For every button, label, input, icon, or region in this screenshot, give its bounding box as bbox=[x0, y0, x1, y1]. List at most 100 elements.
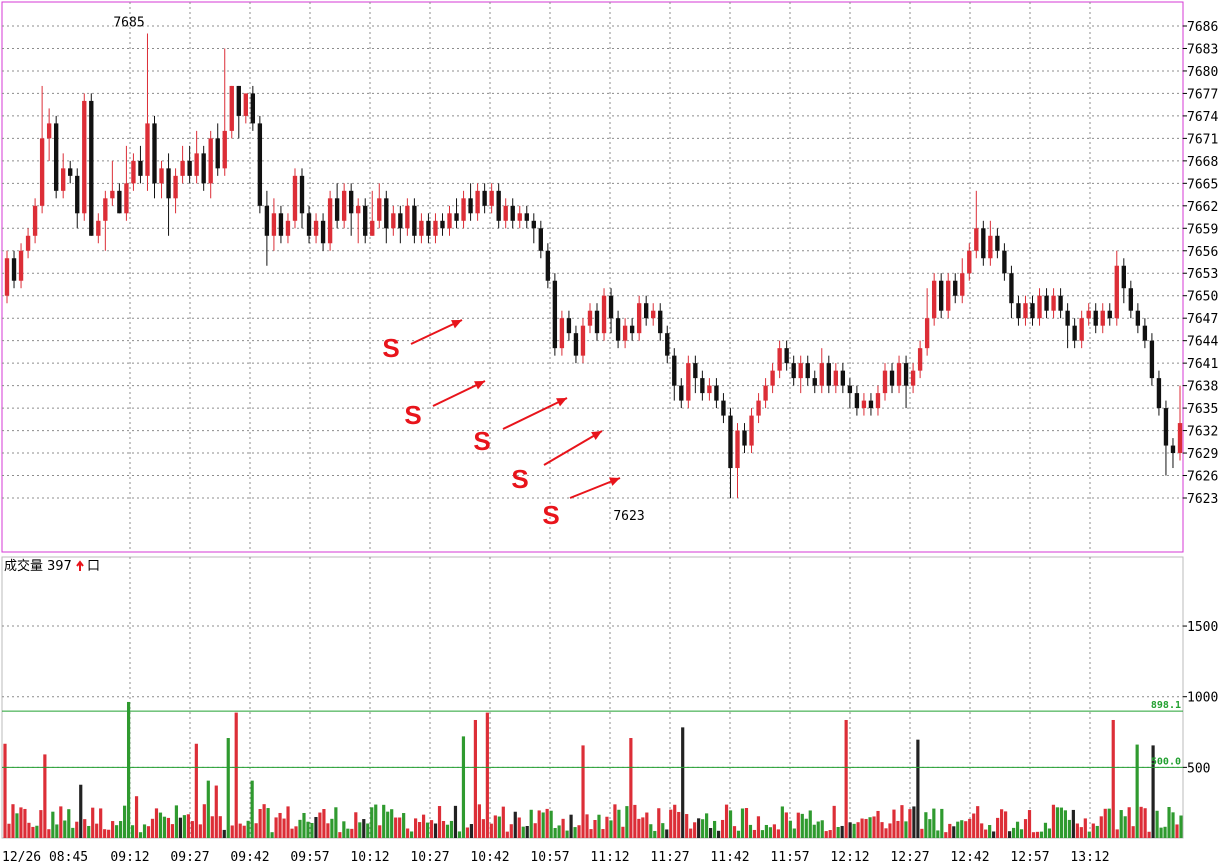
sell-signal-label: S bbox=[511, 464, 528, 494]
volume-bar bbox=[673, 804, 677, 838]
volume-bar bbox=[410, 831, 414, 838]
volume-title: 成交量 bbox=[4, 558, 43, 574]
volume-bar bbox=[605, 816, 609, 838]
volume-bar bbox=[202, 804, 206, 838]
volume-bar bbox=[537, 810, 541, 838]
volume-bar bbox=[206, 780, 210, 838]
candle-up bbox=[208, 138, 213, 184]
volume-bar bbox=[190, 821, 194, 838]
volume-bar bbox=[370, 807, 374, 838]
volume-bar bbox=[43, 754, 47, 838]
volume-bar bbox=[390, 809, 394, 838]
candle-down bbox=[1002, 250, 1007, 274]
volume-bar bbox=[892, 809, 896, 838]
volume-bar bbox=[1099, 816, 1103, 838]
price-tick-label: 7626 bbox=[1187, 470, 1218, 485]
volume-bar bbox=[968, 818, 972, 838]
volume-unit: 口 bbox=[87, 559, 100, 574]
volume-bar bbox=[856, 822, 860, 838]
volume-bar bbox=[756, 816, 761, 838]
candle-down bbox=[531, 220, 536, 229]
time-tick-label: 12:12 bbox=[830, 850, 869, 864]
volume-bar bbox=[764, 824, 769, 838]
volume-bar bbox=[306, 821, 310, 838]
price-tick-label: 7665 bbox=[1187, 177, 1218, 192]
candle-down bbox=[665, 333, 670, 356]
time-tick-label: 11:12 bbox=[590, 850, 629, 864]
candle-up bbox=[756, 400, 761, 416]
volume-bar bbox=[170, 824, 175, 838]
volume-bar bbox=[836, 827, 840, 838]
candle-up bbox=[391, 213, 396, 229]
volume-bar bbox=[637, 818, 641, 838]
candle-down bbox=[615, 318, 621, 341]
volume-bar bbox=[712, 820, 717, 838]
candle-up bbox=[377, 198, 382, 221]
volume-bar bbox=[473, 719, 477, 838]
candle-up bbox=[946, 280, 951, 311]
candle-up bbox=[222, 130, 227, 169]
volume-bar bbox=[11, 804, 15, 838]
volume-bar bbox=[194, 743, 198, 838]
candle-up bbox=[1100, 310, 1105, 326]
volume-bar bbox=[808, 810, 812, 838]
volume-bar bbox=[1139, 806, 1143, 838]
candle-up bbox=[229, 85, 234, 131]
candle-up bbox=[622, 325, 628, 341]
volume-bar bbox=[91, 807, 95, 838]
volume-bar bbox=[230, 825, 234, 838]
volume-bar bbox=[122, 805, 127, 838]
volume-bar bbox=[693, 822, 697, 838]
volume-bar bbox=[740, 808, 745, 838]
candle-up bbox=[46, 123, 52, 139]
candle-down bbox=[1072, 325, 1077, 341]
volume-bar bbox=[549, 810, 553, 838]
price-grid bbox=[2, 2, 1183, 552]
volume-bar bbox=[924, 812, 928, 838]
volume-bar bbox=[1043, 822, 1048, 838]
volume-bar bbox=[398, 817, 402, 838]
price-tick-label: 7674 bbox=[1187, 110, 1218, 125]
candle-down bbox=[608, 295, 614, 319]
volume-bar bbox=[597, 814, 601, 838]
volume-bar bbox=[282, 818, 286, 838]
candle-up bbox=[924, 318, 930, 349]
candle-up bbox=[419, 220, 424, 236]
candle-down bbox=[1016, 303, 1021, 319]
volume-bar bbox=[154, 808, 159, 838]
volume-bar bbox=[796, 812, 800, 838]
volume-bar bbox=[130, 825, 135, 838]
volume-bar bbox=[720, 819, 725, 838]
volume-bar bbox=[1135, 744, 1139, 838]
volume-bar bbox=[661, 823, 665, 838]
price-tick-label: 7632 bbox=[1187, 425, 1218, 440]
volume-bar bbox=[326, 823, 330, 838]
volume-bar bbox=[378, 825, 382, 838]
volume-bar bbox=[517, 817, 521, 838]
high-price-label: 7685 bbox=[113, 15, 144, 30]
time-tick-label: 10:12 bbox=[350, 850, 389, 864]
candle-up bbox=[798, 363, 803, 379]
candle-up bbox=[489, 190, 494, 206]
volume-bar bbox=[210, 816, 214, 838]
volume-bar bbox=[1143, 808, 1147, 838]
volume-bar bbox=[366, 823, 370, 838]
candle-up bbox=[159, 168, 164, 184]
volume-bar bbox=[421, 814, 426, 838]
volume-bar bbox=[334, 807, 338, 838]
volume-value: 397 bbox=[47, 559, 72, 574]
candle-down bbox=[320, 220, 326, 244]
candle-down bbox=[784, 348, 789, 364]
candle-down bbox=[1044, 295, 1049, 311]
volume-bar bbox=[1067, 819, 1071, 838]
candle-up bbox=[285, 220, 291, 236]
candle-down bbox=[454, 213, 459, 221]
volume-bar bbox=[776, 829, 780, 838]
volume-bar bbox=[565, 830, 569, 838]
sell-signal-label: S bbox=[382, 333, 399, 363]
candle-down bbox=[236, 85, 241, 116]
volume-bar bbox=[318, 812, 322, 838]
volume-bar bbox=[55, 824, 59, 838]
candle-up bbox=[777, 348, 782, 371]
volume-bar bbox=[322, 809, 326, 838]
